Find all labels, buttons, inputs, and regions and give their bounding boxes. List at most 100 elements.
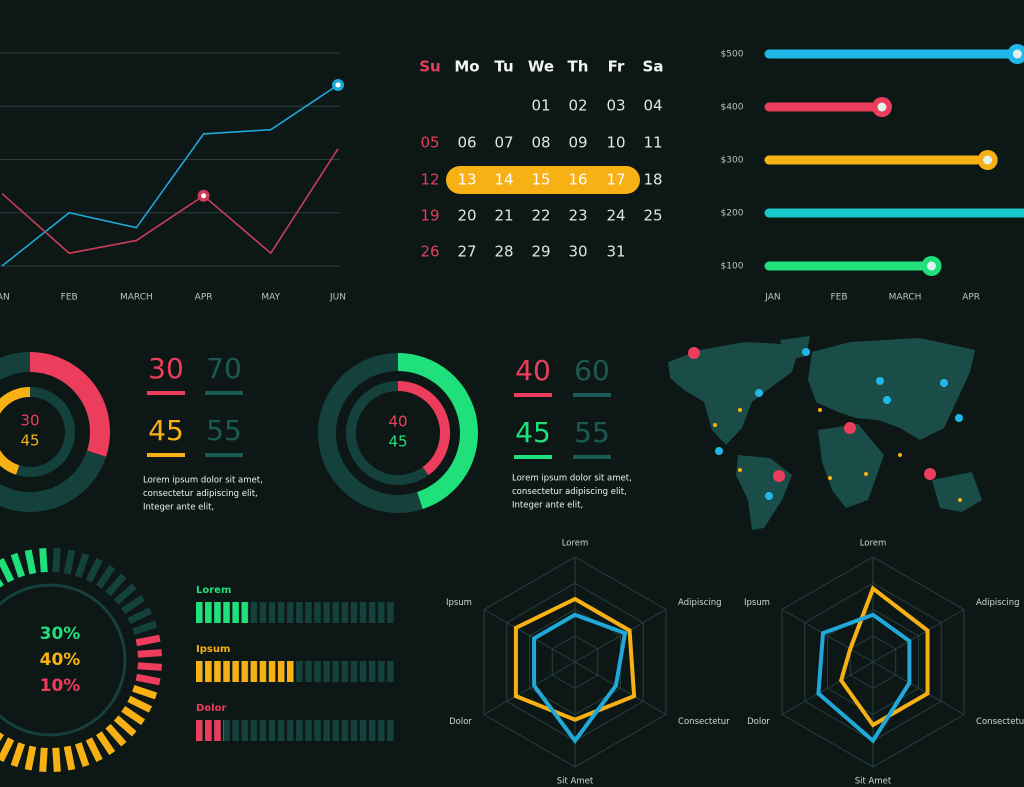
- gauge-tick: [10, 742, 26, 768]
- date-label: 21: [494, 207, 513, 225]
- gauge-tick: [63, 549, 76, 575]
- gauge-tick: [24, 549, 37, 575]
- radar-axis-label: Dolor: [747, 717, 770, 727]
- gauge-tick: [95, 731, 116, 756]
- stat-value: 40: [515, 354, 551, 387]
- radar-axis-label: Adipiscing: [678, 598, 721, 608]
- gauge-segment: [0, 684, 158, 772]
- gauge-tick: [121, 705, 146, 726]
- continent: [818, 424, 884, 508]
- x-tick-label: MARCH: [120, 293, 153, 303]
- weekday-label: Sa: [643, 58, 664, 76]
- gauge-tick: [85, 558, 103, 583]
- bar-track: [196, 720, 396, 741]
- gauge-tick: [105, 573, 127, 597]
- gauge-tick: [39, 548, 48, 573]
- description-line: Integer ante elit,: [512, 501, 583, 511]
- point-marker-center: [335, 82, 341, 88]
- radar-spoke: [781, 609, 874, 663]
- radar-series: [532, 612, 628, 745]
- calendar-highlight: [446, 166, 640, 194]
- map-dot: [738, 408, 742, 412]
- date-label: 27: [457, 243, 476, 261]
- date-label: 29: [531, 243, 550, 261]
- line-series: [1, 148, 339, 255]
- map-dot: [738, 468, 742, 472]
- radar-axis-label: Ipsum: [446, 598, 472, 608]
- y-category-label: $200: [721, 209, 744, 219]
- stat-value: 45: [515, 416, 551, 449]
- date-label: 04: [643, 97, 662, 115]
- description-line: consectetur adipiscing elit,: [512, 487, 627, 497]
- weekday-label: Fr: [608, 58, 625, 76]
- date-label: 17: [606, 171, 625, 189]
- date-label: 14: [494, 171, 513, 189]
- date-label: 03: [606, 97, 625, 115]
- radar-axis-label: Sit Amet: [557, 777, 594, 787]
- center-label: 45: [388, 433, 407, 451]
- point-marker-center: [201, 193, 207, 199]
- date-label: 20: [457, 207, 476, 225]
- weekday-label: We: [528, 58, 554, 76]
- bar-end-center: [927, 261, 936, 271]
- radar-axis-label: Consectetur: [678, 717, 730, 727]
- radar-axis-label: Lorem: [562, 539, 589, 549]
- gauge-tick: [135, 634, 161, 647]
- radar-spoke: [872, 609, 965, 663]
- date-label: 30: [568, 243, 587, 261]
- x-tick-label: JUN: [329, 293, 346, 303]
- date-label: 23: [568, 207, 587, 225]
- map-dot: [755, 389, 763, 397]
- gauge-tick: [137, 662, 162, 671]
- weekday-label: Su: [419, 58, 440, 76]
- center-label: 45: [20, 432, 39, 450]
- date-label: 24: [606, 207, 625, 225]
- date-label: 07: [494, 134, 513, 152]
- gauge-segment: [135, 634, 162, 686]
- radar-spoke: [483, 661, 576, 715]
- x-tick-label: MAY: [261, 293, 280, 303]
- map-dot: [883, 396, 891, 404]
- date-label: 31: [606, 243, 625, 261]
- description-line: consectetur adipiscing elit,: [143, 489, 258, 499]
- center-label: 30: [20, 412, 39, 430]
- date-label: 09: [568, 134, 587, 152]
- x-tick-label: FEB: [830, 293, 847, 303]
- gauge-tick: [0, 737, 15, 762]
- gauge-tick: [52, 548, 61, 573]
- date-label: 12: [420, 171, 439, 189]
- continent: [808, 338, 975, 440]
- radar-spoke: [781, 661, 874, 715]
- date-label: 22: [531, 207, 550, 225]
- date-label: 19: [420, 207, 439, 225]
- ring-value: [29, 352, 110, 457]
- map-dots: [688, 347, 963, 502]
- gauge-tick: [113, 715, 137, 737]
- radar-spoke: [574, 609, 667, 663]
- bar-fill: [196, 661, 296, 682]
- radar-spoke: [872, 661, 965, 715]
- gauge-label: 40%: [40, 650, 81, 670]
- gauge-tick: [137, 649, 162, 658]
- gauge-tick: [113, 583, 137, 605]
- radar-axis-label: Ipsum: [744, 598, 770, 608]
- gauge-tick: [74, 742, 90, 768]
- y-category-label: $100: [721, 262, 744, 272]
- map-dot: [844, 422, 856, 434]
- gauge-tick: [24, 745, 37, 771]
- x-tick-label: JAN: [764, 293, 780, 303]
- ring-rest: [318, 353, 423, 513]
- stat-value: 45: [148, 414, 184, 447]
- bar-fill: [196, 602, 250, 623]
- stat-rest: 70: [206, 352, 242, 385]
- map-dot: [924, 468, 936, 480]
- line-series: [1, 84, 339, 267]
- world-map: [668, 336, 982, 530]
- stat-underline: [573, 393, 611, 397]
- stat-underline: [573, 455, 611, 459]
- continent: [736, 455, 792, 530]
- gauge-tick: [0, 578, 5, 588]
- map-dot: [713, 423, 717, 427]
- gauge-tick: [85, 737, 103, 762]
